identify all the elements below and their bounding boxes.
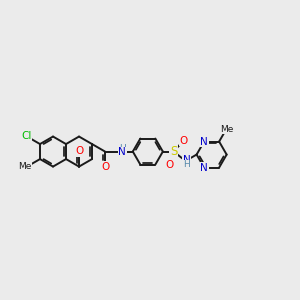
Text: S: S (170, 145, 177, 158)
Text: N: N (183, 155, 191, 165)
Text: N: N (118, 147, 126, 157)
Text: H: H (183, 160, 190, 169)
Text: O: O (101, 162, 110, 172)
Text: Me: Me (220, 125, 234, 134)
Text: N: N (200, 136, 208, 147)
Text: Me: Me (18, 162, 31, 171)
Text: N: N (200, 163, 208, 172)
Text: O: O (179, 136, 188, 146)
Text: O: O (75, 146, 83, 156)
Text: O: O (165, 160, 173, 170)
Text: Cl: Cl (21, 131, 32, 141)
Text: H: H (119, 144, 126, 153)
